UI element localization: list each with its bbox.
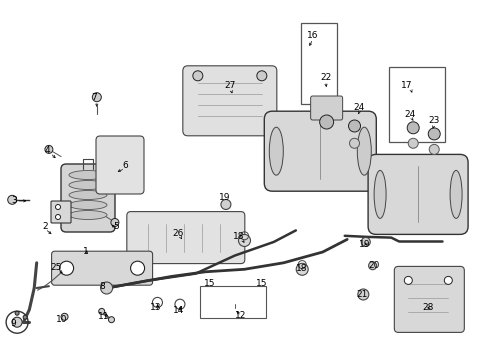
Circle shape: [407, 138, 417, 148]
Circle shape: [130, 261, 144, 275]
Text: 5: 5: [113, 222, 119, 231]
Ellipse shape: [373, 170, 386, 219]
Circle shape: [407, 122, 418, 134]
Circle shape: [45, 145, 53, 153]
Text: 15: 15: [256, 279, 267, 288]
Bar: [300, 23, 337, 104]
Ellipse shape: [69, 201, 107, 210]
Text: 12: 12: [235, 310, 246, 320]
FancyBboxPatch shape: [367, 154, 467, 234]
Circle shape: [348, 120, 360, 132]
Text: 19: 19: [219, 193, 230, 202]
Circle shape: [192, 71, 203, 81]
Circle shape: [55, 215, 61, 220]
Text: 24: 24: [353, 103, 365, 112]
Text: 16: 16: [306, 31, 318, 40]
Text: 17: 17: [400, 81, 412, 90]
FancyBboxPatch shape: [96, 136, 143, 194]
Circle shape: [60, 261, 73, 275]
Ellipse shape: [69, 171, 107, 180]
Circle shape: [349, 138, 359, 148]
Circle shape: [23, 315, 27, 319]
Ellipse shape: [69, 180, 107, 189]
Text: 27: 27: [224, 81, 235, 90]
Text: 24: 24: [403, 110, 415, 119]
Text: 28: 28: [422, 303, 433, 312]
Circle shape: [256, 71, 266, 81]
Circle shape: [108, 317, 114, 323]
Text: 13: 13: [149, 303, 161, 312]
Text: 8: 8: [100, 282, 105, 291]
Text: 20: 20: [367, 261, 379, 270]
Circle shape: [101, 282, 112, 294]
Ellipse shape: [269, 127, 283, 175]
Circle shape: [368, 262, 376, 270]
Circle shape: [296, 263, 307, 275]
FancyBboxPatch shape: [310, 96, 342, 120]
Text: 2: 2: [42, 222, 48, 231]
Circle shape: [428, 144, 438, 154]
FancyBboxPatch shape: [51, 201, 71, 223]
Text: 1: 1: [83, 247, 89, 256]
Bar: [199, 286, 265, 318]
Circle shape: [221, 199, 230, 210]
FancyBboxPatch shape: [126, 212, 244, 264]
Circle shape: [8, 195, 17, 204]
Text: 25: 25: [50, 263, 62, 271]
Circle shape: [444, 276, 451, 284]
Ellipse shape: [69, 211, 107, 220]
Text: 19: 19: [358, 240, 370, 249]
Ellipse shape: [69, 190, 107, 199]
Text: 18: 18: [232, 233, 244, 242]
Circle shape: [15, 311, 19, 315]
Circle shape: [55, 204, 61, 210]
FancyBboxPatch shape: [264, 111, 376, 191]
Circle shape: [319, 115, 333, 129]
Text: 4: 4: [44, 146, 50, 155]
Circle shape: [61, 313, 68, 320]
FancyBboxPatch shape: [52, 251, 152, 285]
Ellipse shape: [449, 170, 461, 219]
Text: 22: 22: [319, 73, 331, 82]
Circle shape: [357, 289, 368, 300]
Text: 26: 26: [172, 229, 184, 238]
FancyBboxPatch shape: [183, 66, 276, 136]
Text: 9: 9: [11, 320, 17, 328]
Circle shape: [238, 234, 250, 247]
Circle shape: [12, 317, 22, 327]
Circle shape: [111, 219, 119, 226]
Text: 10: 10: [56, 315, 67, 324]
Text: 23: 23: [427, 116, 439, 125]
Ellipse shape: [357, 127, 370, 175]
Text: 21: 21: [356, 290, 367, 299]
Bar: [388, 67, 444, 142]
Circle shape: [361, 238, 369, 247]
FancyBboxPatch shape: [393, 266, 464, 332]
Circle shape: [99, 309, 104, 314]
Text: 14: 14: [173, 306, 184, 315]
Text: 11: 11: [98, 311, 109, 320]
Circle shape: [404, 276, 411, 284]
Circle shape: [427, 128, 439, 140]
Text: 6: 6: [122, 161, 128, 170]
Text: 3: 3: [11, 197, 17, 205]
Text: 18: 18: [295, 264, 306, 273]
FancyBboxPatch shape: [61, 164, 115, 232]
Text: 15: 15: [203, 279, 215, 288]
Circle shape: [92, 93, 101, 102]
Text: 7: 7: [91, 94, 97, 102]
